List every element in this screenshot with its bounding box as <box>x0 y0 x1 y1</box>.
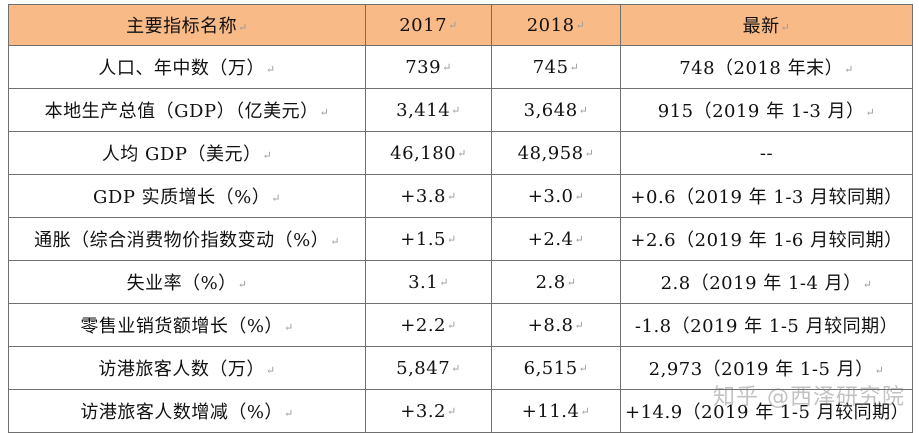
paragraph-mark-icon: ↵ <box>566 276 577 289</box>
indicator-name-cell: 人均 GDP（美元）↵ <box>8 131 366 175</box>
paragraph-mark-icon: ↵ <box>265 363 276 377</box>
value-2017-cell: +3.2↵ <box>365 389 492 433</box>
value-latest-cell: 915（2019 年 1-3 月）↵ <box>620 88 913 132</box>
table-row: 通胀（综合消费物价指数变动（%）↵ +1.5↵ +2.4↵ +2.6（2019 … <box>8 217 913 261</box>
indicator-name-cell: 失业率（%）↵ <box>8 260 366 304</box>
paragraph-mark-icon: ↵ <box>575 19 586 32</box>
paragraph-mark-icon: ↵ <box>447 319 457 332</box>
value-latest-cell: +0.6（2019 年 1-3 月较同期） <box>620 174 913 218</box>
value-2017-cell: 5,847↵ <box>365 346 492 390</box>
header-2018: 2018↵ <box>491 4 621 46</box>
value-2017-cell: +1.5↵ <box>365 217 492 261</box>
paragraph-mark-icon: ↵ <box>262 148 273 162</box>
paragraph-mark-icon: ↵ <box>584 147 595 160</box>
paragraph-mark-icon: ↵ <box>580 405 591 418</box>
table-row: 零售业销货额增长（%）↵ +2.2↵ +8.8↵ -1.8（2019 年 1-5… <box>8 303 913 347</box>
paragraph-mark-icon: ↵ <box>447 233 457 246</box>
paragraph-mark-icon: ↵ <box>451 104 461 117</box>
value-latest-cell: +2.6（2019 年 1-6 月较同期） <box>620 217 913 261</box>
indicator-table: 主要指标名称↵ 2017↵ 2018↵ 最新↵ 人口、年中数（万）↵ 739↵ … <box>8 4 913 433</box>
paragraph-mark-icon: ↵ <box>569 61 580 74</box>
value-2017-cell: 739↵ <box>365 45 492 89</box>
paragraph-mark-icon: ↵ <box>780 20 791 34</box>
paragraph-mark-icon: ↵ <box>237 277 248 291</box>
indicator-name-cell: 零售业销货额增长（%）↵ <box>8 303 366 347</box>
header-latest: 最新↵ <box>620 4 913 46</box>
paragraph-mark-icon: ↵ <box>574 233 585 246</box>
value-2018-cell: 48,958↵ <box>491 131 621 175</box>
header-2017: 2017↵ <box>365 4 492 46</box>
table-row: 人均 GDP（美元）↵ 46,180↵ 48,958↵ -- <box>8 131 913 175</box>
indicator-name-cell: GDP 实质增长（%）↵ <box>8 174 366 218</box>
table-row: 本地生产总值（GDP）（亿美元）↵ 3,414↵ 3,648↵ 915（2019… <box>8 88 913 132</box>
paragraph-mark-icon: ↵ <box>330 234 340 248</box>
value-2018-cell: 3,648↵ <box>491 88 621 132</box>
value-2018-cell: +11.4↵ <box>491 389 621 433</box>
value-latest-cell: 748（2018 年末）↵ <box>620 45 913 89</box>
value-latest-cell: 2,973（2019 年 1-5 月）↵ <box>620 346 913 390</box>
indicator-name-cell: 访港旅客人数增减（%）↵ <box>8 389 366 433</box>
paragraph-mark-icon: ↵ <box>874 363 885 377</box>
paragraph-mark-icon: ↵ <box>447 405 457 418</box>
table-row: 访港旅客人数（万）↵ 5,847↵ 6,515↵ 2,973（2019 年 1-… <box>8 346 913 390</box>
value-latest-cell: 2.8（2019 年 1-4 月）↵ <box>620 260 913 304</box>
value-2018-cell: +2.4↵ <box>491 217 621 261</box>
paragraph-mark-icon: ↵ <box>265 62 276 76</box>
indicator-name-cell: 本地生产总值（GDP）（亿美元）↵ <box>8 88 366 132</box>
paragraph-mark-icon: ↵ <box>574 319 585 332</box>
header-indicator-name: 主要指标名称↵ <box>8 4 366 46</box>
paragraph-mark-icon: ↵ <box>578 362 589 375</box>
value-2018-cell: 6,515↵ <box>491 346 621 390</box>
paragraph-mark-icon: ↵ <box>574 190 585 203</box>
value-2018-cell: +8.8↵ <box>491 303 621 347</box>
value-2017-cell: 3.1↵ <box>365 260 492 304</box>
table-row: 人口、年中数（万）↵ 739↵ 745↵ 748（2018 年末）↵ <box>8 45 913 89</box>
paragraph-mark-icon: ↵ <box>238 20 248 34</box>
indicator-name-cell: 人口、年中数（万）↵ <box>8 45 366 89</box>
paragraph-mark-icon: ↵ <box>865 105 876 119</box>
table-row: GDP 实质增长（%）↵ +3.8↵ +3.0↵ +0.6（2019 年 1-3… <box>8 174 913 218</box>
paragraph-mark-icon: ↵ <box>442 61 452 74</box>
paragraph-mark-icon: ↵ <box>271 191 281 205</box>
indicator-name-cell: 访港旅客人数（万）↵ <box>8 346 366 390</box>
value-2018-cell: 745↵ <box>491 45 621 89</box>
value-2018-cell: +3.0↵ <box>491 174 621 218</box>
indicator-table-container: 主要指标名称↵ 2017↵ 2018↵ 最新↵ 人口、年中数（万）↵ 739↵ … <box>8 4 913 433</box>
value-2017-cell: 46,180↵ <box>365 131 492 175</box>
table-header-row: 主要指标名称↵ 2017↵ 2018↵ 最新↵ <box>8 4 913 46</box>
paragraph-mark-icon: ↵ <box>844 62 854 76</box>
table-row: 失业率（%）↵ 3.1↵ 2.8↵ 2.8（2019 年 1-4 月）↵ <box>8 260 913 304</box>
paragraph-mark-icon: ↵ <box>283 320 294 334</box>
value-2017-cell: +3.8↵ <box>365 174 492 218</box>
value-2017-cell: 3,414↵ <box>365 88 492 132</box>
paragraph-mark-icon: ↵ <box>457 147 467 160</box>
value-latest-cell: -- <box>620 131 913 175</box>
paragraph-mark-icon: ↵ <box>283 406 294 420</box>
indicator-name-cell: 通胀（综合消费物价指数变动（%）↵ <box>8 217 366 261</box>
paragraph-mark-icon: ↵ <box>439 276 449 289</box>
value-latest-cell: -1.8（2019 年 1-5 月较同期） <box>620 303 913 347</box>
paragraph-mark-icon: ↵ <box>578 104 589 117</box>
value-2018-cell: 2.8↵ <box>491 260 621 304</box>
value-latest-cell: +14.9（2019 年 1-5 月较同期） <box>620 389 913 433</box>
table-row: 访港旅客人数增减（%）↵ +3.2↵ +11.4↵ +14.9（2019 年 1… <box>8 389 913 433</box>
paragraph-mark-icon: ↵ <box>451 362 461 375</box>
value-2017-cell: +2.2↵ <box>365 303 492 347</box>
paragraph-mark-icon: ↵ <box>447 190 457 203</box>
paragraph-mark-icon: ↵ <box>862 277 873 291</box>
paragraph-mark-icon: ↵ <box>448 19 458 32</box>
paragraph-mark-icon: ↵ <box>319 105 330 119</box>
